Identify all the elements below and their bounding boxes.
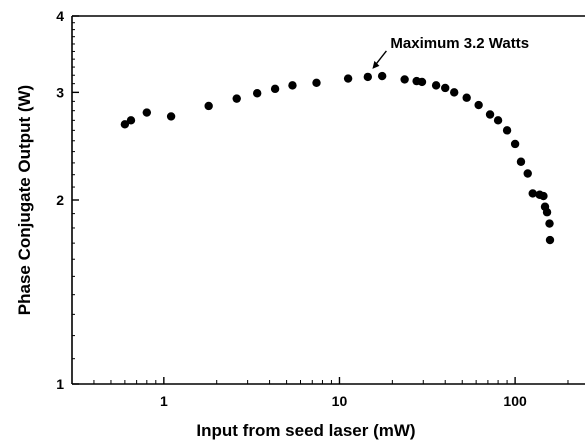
data-point [523, 169, 532, 178]
y-tick-label: 4 [56, 8, 64, 24]
data-point [545, 235, 555, 245]
data-point [252, 89, 262, 98]
data-point [363, 72, 373, 82]
data-point [474, 100, 483, 110]
data-point [417, 77, 427, 87]
y-tick-label: 1 [56, 376, 64, 392]
data-point [166, 112, 176, 121]
x-axis-ticks: 1 10 100 [71, 377, 569, 409]
y-tick-label: 3 [56, 84, 64, 100]
data-point [270, 84, 280, 94]
data-point [493, 116, 503, 125]
data-point [400, 75, 409, 84]
data-point [485, 110, 495, 119]
data-point [441, 83, 450, 93]
data-point [449, 88, 459, 97]
data-point [126, 116, 136, 125]
annotation-arrow [374, 50, 387, 66]
data-point [516, 157, 526, 166]
data-point [120, 120, 130, 129]
data-point [142, 108, 152, 117]
data-point [312, 78, 321, 88]
data-points [120, 71, 555, 245]
data-point [502, 126, 512, 135]
y-axis-ticks: 1 2 3 4 [56, 8, 79, 392]
data-point [377, 71, 387, 81]
data-point [343, 74, 353, 83]
annotation-arrowhead [372, 60, 380, 69]
data-point [510, 139, 520, 149]
annotation-text: Maximum 3.2 Watts [390, 35, 529, 52]
x-tick-label: 100 [503, 393, 527, 409]
data-point [528, 189, 537, 198]
data-point [204, 101, 213, 111]
data-point [431, 81, 441, 90]
x-tick-label: 10 [332, 393, 348, 409]
data-point [462, 93, 471, 102]
data-point [288, 81, 297, 90]
data-point [539, 191, 548, 201]
x-tick-label: 1 [160, 393, 168, 409]
y-tick-label: 2 [56, 192, 64, 208]
data-point [542, 208, 552, 217]
y-axis-label: Phase Conjugate Output (W) [15, 85, 34, 315]
data-point [232, 94, 241, 103]
data-point [545, 219, 554, 228]
annotation-group: Maximum 3.2 Watts [372, 35, 529, 69]
x-axis-label: Input from seed laser (mW) [196, 421, 415, 440]
plot-axes [71, 15, 585, 385]
